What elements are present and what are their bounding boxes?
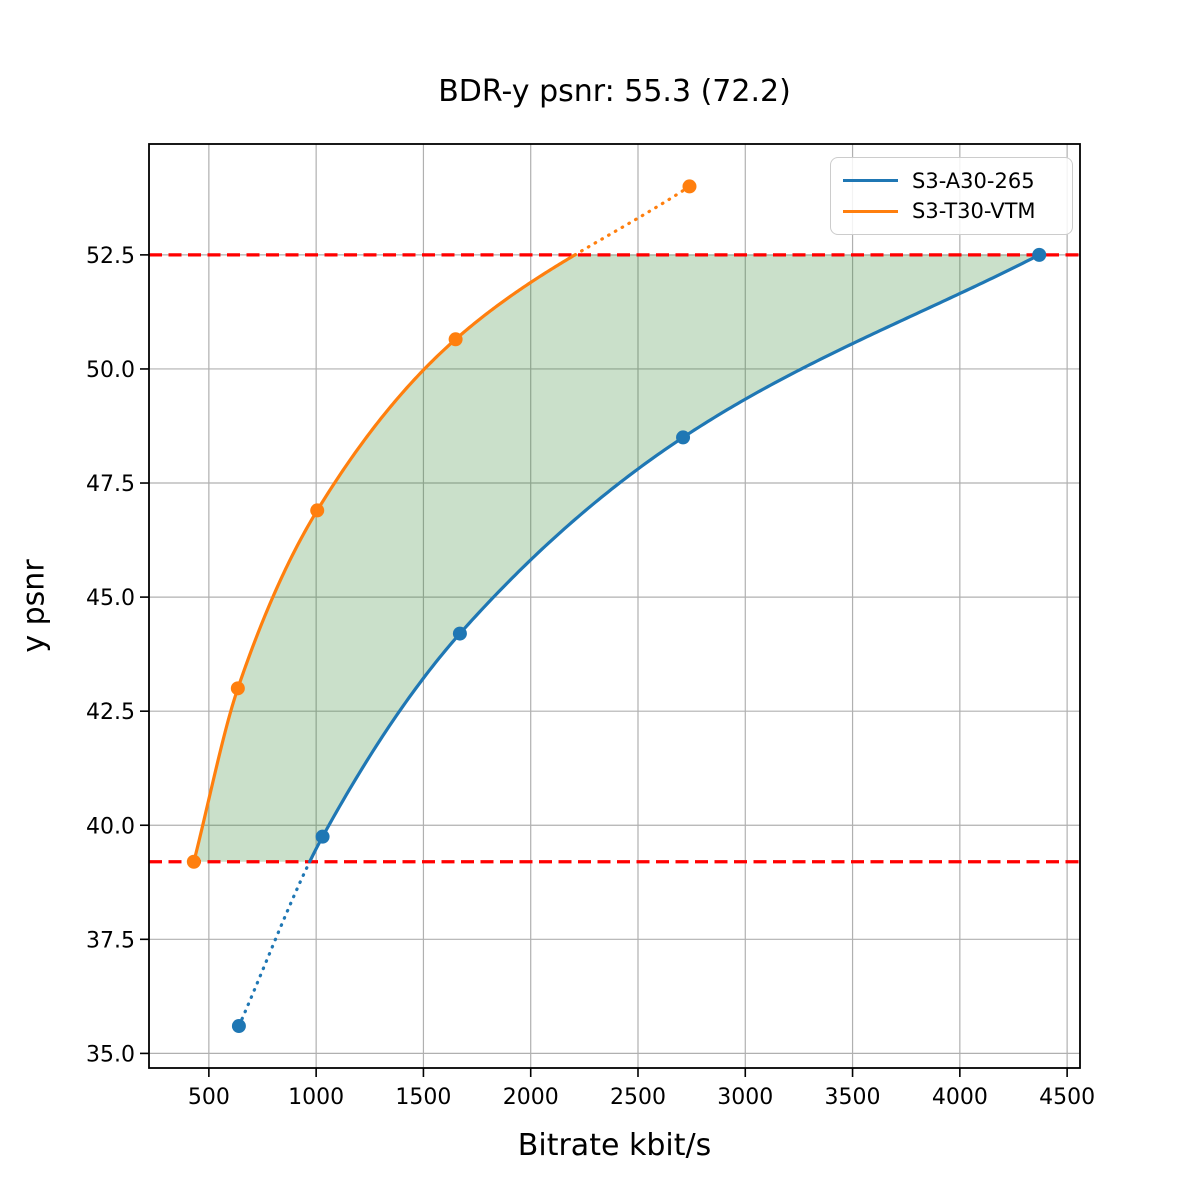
- x-tick-label: 500: [188, 1085, 230, 1110]
- data-point-S3-A30-265: [315, 829, 330, 844]
- y-tick-label: 40.0: [86, 814, 135, 839]
- data-point-S3-T30-VTM: [682, 179, 697, 194]
- data-point-S3-A30-265: [676, 430, 691, 445]
- x-tick-label: 1000: [288, 1085, 344, 1110]
- legend-line-swatch: [843, 179, 898, 183]
- legend-line-swatch: [843, 209, 898, 213]
- y-tick-label: 35.0: [86, 1042, 135, 1067]
- data-point-S3-T30-VTM: [186, 854, 201, 869]
- plot-border: [148, 143, 1081, 1069]
- legend-item: S3-A30-265: [843, 169, 1060, 193]
- x-tick-label: 2000: [503, 1085, 559, 1110]
- y-tick-label: 47.5: [86, 472, 135, 497]
- series-line-dotted-S3-T30-VTM: [573, 184, 692, 257]
- legend-item: S3-T30-VTM: [843, 199, 1060, 223]
- bd-shaded-region: [193, 254, 1040, 862]
- x-tick-label: 1500: [395, 1085, 451, 1110]
- x-tick-label: 3500: [825, 1085, 881, 1110]
- y-tick-label: 37.5: [86, 928, 135, 953]
- data-point-S3-A30-265: [231, 1019, 246, 1034]
- y-tick-label: 52.5: [86, 244, 135, 269]
- y-tick-label: 42.5: [86, 700, 135, 725]
- series-line-S3-T30-VTM: [192, 253, 577, 864]
- legend-label: S3-T30-VTM: [912, 199, 1036, 224]
- y-tick-label: 50.0: [86, 358, 135, 383]
- x-tick-label: 4500: [1039, 1085, 1095, 1110]
- y-axis-label: y psnr: [16, 559, 52, 653]
- x-tick-label: 4000: [932, 1085, 988, 1110]
- x-tick-label: 3000: [717, 1085, 773, 1110]
- x-tick-label: 2500: [610, 1085, 666, 1110]
- data-point-S3-A30-265: [1032, 247, 1047, 262]
- data-point-S3-T30-VTM: [448, 332, 463, 347]
- legend-label: S3-A30-265: [912, 168, 1035, 193]
- legend: S3-A30-265 S3-T30-VTM: [830, 157, 1073, 235]
- chart-title: BDR-y psnr: 55.3 (72.2): [438, 74, 791, 109]
- x-axis-label: Bitrate kbit/s: [517, 1128, 712, 1163]
- data-point-S3-T30-VTM: [310, 503, 325, 518]
- data-point-S3-A30-265: [452, 626, 467, 641]
- series-line-dotted-S3-A30-265: [237, 860, 312, 1028]
- data-point-S3-T30-VTM: [230, 681, 245, 696]
- y-tick-label: 45.0: [86, 586, 135, 611]
- series-line-S3-A30-265: [308, 253, 1041, 864]
